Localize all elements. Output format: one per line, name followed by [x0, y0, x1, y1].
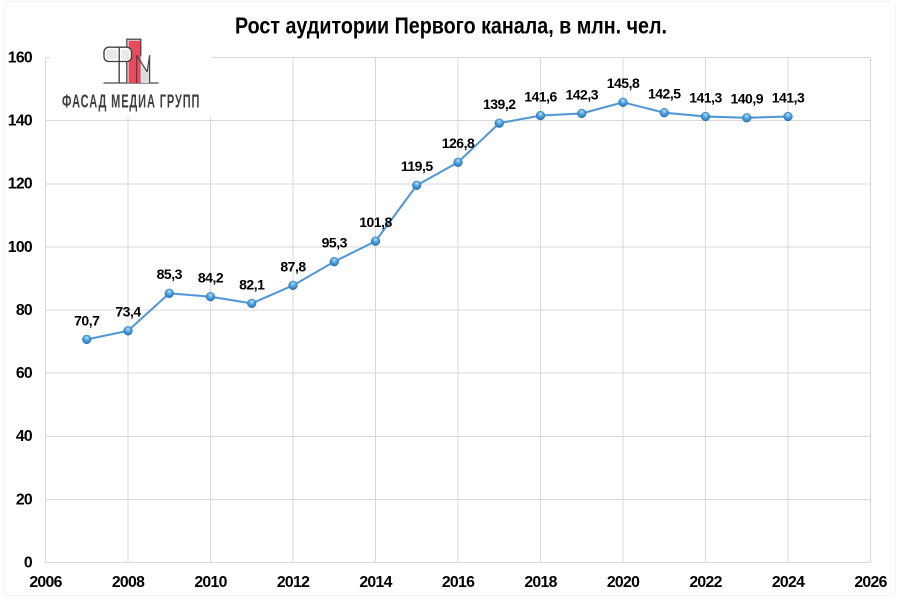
- svg-text:40: 40: [16, 428, 33, 445]
- svg-text:120: 120: [8, 176, 33, 193]
- svg-text:2020: 2020: [607, 574, 640, 591]
- svg-text:119,5: 119,5: [401, 158, 433, 174]
- svg-text:85,3: 85,3: [157, 266, 183, 282]
- svg-text:2014: 2014: [359, 574, 392, 591]
- svg-text:142,5: 142,5: [648, 86, 681, 102]
- svg-text:140: 140: [8, 113, 33, 130]
- svg-text:2026: 2026: [854, 574, 887, 591]
- svg-text:2024: 2024: [772, 574, 805, 591]
- svg-text:2016: 2016: [442, 574, 475, 591]
- svg-text:20: 20: [16, 491, 33, 508]
- svg-text:145,8: 145,8: [607, 75, 640, 91]
- svg-text:141,6: 141,6: [524, 89, 557, 105]
- svg-text:142,3: 142,3: [565, 86, 598, 102]
- svg-text:82,1: 82,1: [239, 276, 265, 292]
- svg-text:70,7: 70,7: [74, 312, 100, 328]
- svg-text:2018: 2018: [524, 574, 557, 591]
- svg-text:87,8: 87,8: [280, 258, 306, 274]
- svg-text:80: 80: [16, 302, 33, 319]
- svg-text:160: 160: [8, 49, 33, 66]
- svg-text:141,3: 141,3: [772, 89, 805, 105]
- svg-text:60: 60: [16, 365, 33, 382]
- svg-text:101,8: 101,8: [359, 214, 392, 230]
- svg-text:2010: 2010: [194, 574, 227, 591]
- svg-text:2022: 2022: [689, 574, 722, 591]
- svg-text:Рост аудитории Первого канала,: Рост аудитории Первого канала, в млн. че…: [235, 13, 667, 39]
- svg-text:126,8: 126,8: [442, 135, 475, 151]
- svg-text:141,3: 141,3: [689, 89, 722, 105]
- svg-text:140,9: 140,9: [730, 91, 763, 107]
- svg-text:100: 100: [8, 239, 33, 256]
- svg-text:95,3: 95,3: [322, 235, 348, 251]
- svg-text:2012: 2012: [277, 574, 310, 591]
- svg-text:73,4: 73,4: [115, 304, 141, 320]
- svg-text:2008: 2008: [112, 574, 145, 591]
- svg-text:ФАСАД МЕДИА ГРУПП: ФАСАД МЕДИА ГРУПП: [62, 92, 200, 113]
- svg-text:2006: 2006: [29, 574, 62, 591]
- svg-text:139,2: 139,2: [483, 96, 516, 112]
- svg-text:0: 0: [24, 554, 33, 571]
- svg-text:84,2: 84,2: [198, 270, 224, 286]
